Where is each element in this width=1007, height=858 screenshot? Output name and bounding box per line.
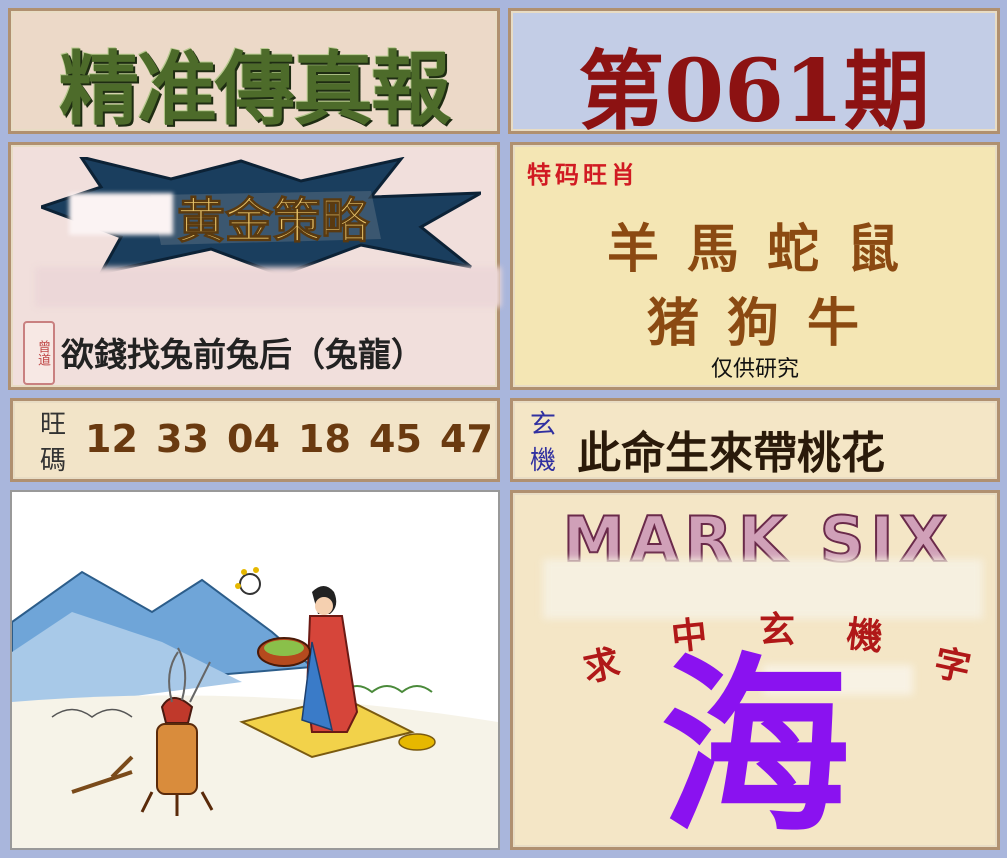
issue-number: 第061期: [578, 41, 930, 142]
answer-character: 海: [659, 637, 850, 858]
banner-star-shape: 黄金策略: [41, 157, 481, 277]
mystic-panel: 玄機 此命生來帶桃花: [510, 398, 1000, 482]
tree-stump: [156, 723, 198, 795]
redacted-area: [69, 193, 173, 235]
zodiac-item: 馬: [686, 219, 743, 280]
seal-stamp: 曾道: [23, 321, 55, 385]
lucky-number: 45: [369, 417, 422, 461]
zodiac-item: 猪: [646, 293, 703, 354]
hint-word-arc: 求 中 玄 機 字: [579, 609, 975, 691]
redacted-area: [763, 665, 913, 695]
zodiac-item: 狗: [726, 293, 783, 354]
research-note: 仅供研究: [710, 357, 799, 382]
mystic-label: 玄機: [529, 410, 556, 476]
mystic-text: 此命生來帶桃花: [577, 428, 885, 479]
numbers-list: 12 33 04 18 45 47: [85, 417, 511, 461]
zodiac-item: 羊: [606, 219, 663, 280]
zodiac-item: 蛇: [767, 219, 824, 280]
redacted-area: [543, 559, 983, 619]
lucky-number: 47: [440, 417, 493, 461]
newspaper-title: 精准傳真報: [59, 43, 451, 136]
lucky-numbers-panel: 旺碼 12 33 04 18 45 47: [10, 398, 500, 482]
incense-smoke: [168, 647, 211, 703]
zodiac-row-2: 猪狗牛: [513, 281, 997, 356]
zodiac-item: 牛: [807, 293, 864, 354]
illustration-panel: [10, 490, 500, 850]
lucky-number: 18: [298, 417, 351, 461]
mark-six-panel: MARK SIX 求 中 玄 機 字 海: [510, 490, 1000, 850]
issue-panel: 第061期: [508, 8, 1000, 142]
lucky-number: 12: [85, 417, 138, 461]
zodiac-item: 鼠: [847, 219, 904, 280]
zodiac-panel: 特码旺肖 羊馬蛇鼠 猪狗牛 仅供研究: [510, 142, 1000, 390]
title-panel: 精准傳真報: [8, 8, 500, 136]
lucky-number: 04: [227, 417, 280, 461]
zodiac-row-1: 羊馬蛇鼠: [513, 207, 997, 282]
golden-hint: 欲錢找兔前兔后（兔龍）: [61, 335, 424, 374]
zodiac-label: 特码旺肖: [527, 160, 639, 189]
lucky-number: 33: [156, 417, 209, 461]
banner-text: 黄金策略: [177, 193, 370, 249]
golden-strategy-panel: 黄金策略 曾道 欲錢找兔前兔后（兔龍）: [8, 142, 501, 390]
stick: [71, 755, 134, 794]
redacted-area: [35, 267, 501, 307]
incense-burner: [160, 697, 194, 724]
numbers-label: 旺碼: [39, 410, 66, 476]
praying-woman-illustration: [11, 492, 498, 848]
